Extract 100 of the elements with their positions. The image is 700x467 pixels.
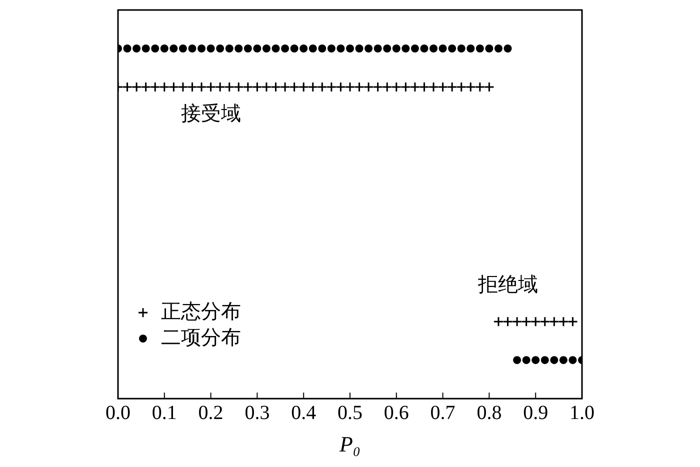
point — [410, 44, 419, 53]
legend-label: 二项分布 — [161, 326, 241, 349]
point — [530, 316, 541, 327]
point — [558, 316, 569, 327]
point — [270, 82, 282, 92]
point — [298, 82, 309, 92]
point — [216, 44, 224, 53]
point — [418, 82, 430, 92]
x-tick-label: 0.2 — [198, 402, 224, 424]
point — [214, 82, 226, 92]
point — [159, 82, 170, 92]
point — [206, 82, 216, 92]
x-axis-title: P₀ — [338, 432, 361, 457]
point — [308, 44, 317, 53]
point — [354, 82, 365, 92]
point — [142, 44, 150, 53]
point — [420, 44, 428, 53]
point — [513, 356, 522, 364]
x-tick-label: 0.4 — [291, 402, 316, 424]
point — [196, 82, 207, 92]
point — [456, 82, 467, 92]
point — [540, 316, 550, 327]
point — [382, 82, 392, 92]
point — [512, 316, 522, 327]
x-tick-label: 0.0 — [106, 402, 130, 424]
point — [438, 44, 447, 53]
point — [206, 44, 215, 53]
point — [476, 44, 484, 53]
point — [474, 82, 486, 92]
x-tick-label: 0.1 — [152, 402, 177, 424]
point — [383, 44, 392, 53]
point — [178, 82, 188, 92]
point — [532, 356, 540, 364]
point — [253, 44, 262, 53]
point — [465, 82, 476, 92]
point — [559, 356, 568, 364]
point — [344, 82, 356, 92]
legend-label: 正态分布 — [161, 300, 241, 323]
point — [170, 44, 178, 53]
point — [374, 44, 382, 53]
point — [502, 316, 514, 327]
point — [252, 82, 262, 92]
point — [327, 44, 336, 53]
point — [568, 356, 577, 364]
point — [178, 44, 187, 53]
point — [521, 316, 532, 327]
point — [308, 82, 318, 92]
point — [233, 82, 244, 92]
point — [123, 44, 132, 53]
point — [168, 82, 179, 92]
point — [548, 316, 560, 327]
point — [400, 82, 411, 92]
annotation: 拒绝域 — [476, 274, 538, 296]
point — [494, 44, 502, 53]
point — [355, 44, 364, 53]
point — [430, 44, 438, 53]
x-tick-label: 0.8 — [476, 402, 502, 424]
point — [446, 82, 458, 92]
point — [335, 82, 346, 92]
point — [188, 44, 196, 53]
point — [402, 44, 410, 53]
point — [484, 82, 494, 92]
point — [186, 82, 198, 92]
point — [281, 44, 290, 53]
x-tick-label: 0.3 — [244, 402, 270, 424]
x-tick-label: 0.5 — [338, 402, 362, 424]
point — [160, 44, 168, 53]
point — [242, 82, 254, 92]
point — [234, 44, 243, 53]
point — [522, 356, 530, 364]
point — [392, 44, 400, 53]
point — [457, 44, 466, 53]
point — [122, 82, 133, 92]
point — [290, 44, 298, 53]
point — [225, 44, 234, 53]
x-tick-label: 0.9 — [523, 402, 548, 424]
point — [262, 44, 270, 53]
point — [198, 44, 206, 53]
point — [326, 82, 337, 92]
point — [300, 44, 308, 53]
annotation: 接受域 — [180, 103, 241, 126]
point — [224, 82, 235, 92]
point — [438, 82, 448, 92]
point — [151, 44, 160, 53]
point — [272, 44, 280, 53]
point — [289, 82, 300, 92]
point — [550, 356, 558, 364]
point — [244, 44, 252, 53]
point — [280, 82, 290, 92]
point — [372, 82, 384, 92]
point — [140, 82, 152, 92]
point — [391, 82, 402, 92]
point — [493, 316, 504, 327]
x-tick-label: 0.6 — [384, 402, 409, 424]
point — [261, 82, 272, 92]
point — [364, 44, 373, 53]
point — [567, 316, 578, 327]
point — [346, 44, 354, 53]
point — [132, 44, 141, 53]
x-tick-label: 1.0 — [570, 402, 594, 424]
